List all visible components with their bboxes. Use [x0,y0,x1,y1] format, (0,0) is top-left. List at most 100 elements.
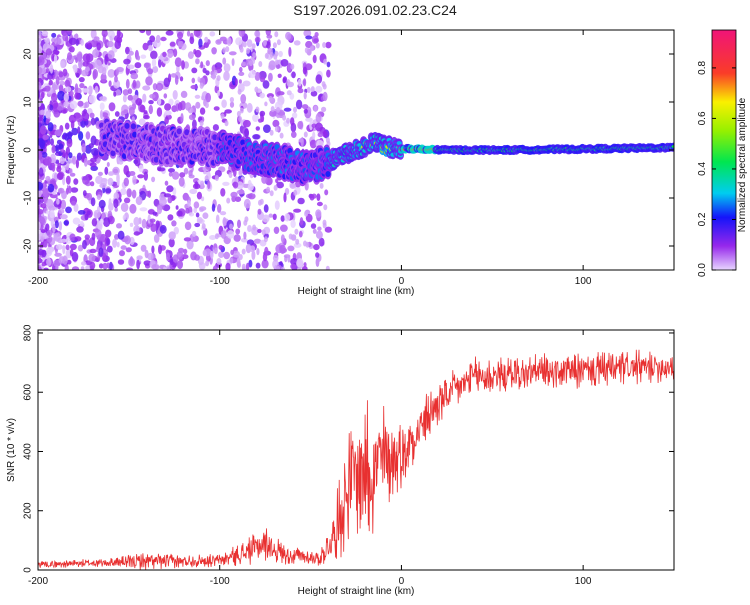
noise-blob [324,226,333,233]
noise-blob [125,46,130,55]
noise-blob [259,92,266,99]
noise-blob [49,209,55,219]
noise-blob [259,76,266,83]
noise-blob [68,37,77,45]
noise-blob [224,120,229,127]
noise-blob [151,245,155,254]
noise-blob [184,221,192,231]
noise-blob [219,211,227,216]
noise-blob [98,199,106,209]
noise-blob [265,30,271,36]
bottom-x-tick-label: 100 [575,576,592,587]
noise-blob [281,266,285,270]
noise-blob [59,157,65,165]
noise-blob [185,207,190,214]
noise-blob [88,253,96,262]
noise-blob [247,183,254,191]
noise-blob [240,94,247,104]
noise-blob [149,35,156,43]
noise-blob [45,223,50,232]
noise-blob [44,37,50,44]
noise-blob [168,231,176,240]
noise-blob [125,247,132,253]
noise-blob [190,84,199,90]
noise-blob [325,41,332,49]
noise-blob [63,101,69,108]
noise-blob [169,41,176,47]
noise-blob [137,174,145,179]
noise-blob [249,60,253,67]
noise-blob [76,53,83,62]
noise-blob [214,175,219,181]
noise-blob [63,220,69,226]
noise-blob [261,229,266,236]
noise-blob [89,162,97,168]
noise-blob [142,85,151,91]
noise-blob [287,255,291,263]
noise-blob [168,171,173,177]
noise-blob [264,52,269,59]
noise-blob [116,223,122,229]
noise-blob [142,93,147,103]
noise-blob [91,232,96,241]
noise-blob [68,185,72,194]
noise-blob [136,259,141,270]
noise-blob [170,73,177,78]
noise-blob [51,145,56,154]
noise-blob [106,245,113,253]
noise-blob [44,85,51,92]
noise-blob [214,247,218,255]
noise-blob [65,164,69,171]
noise-blob [140,244,147,252]
noise-blob [132,175,137,186]
noise-blob [94,59,102,70]
noise-blob [116,177,120,186]
noise-blob [229,97,234,103]
noise-blob [45,48,52,56]
noise-blob [180,90,188,98]
noise-blob [312,228,317,234]
noise-blob [226,37,232,46]
noise-blob [261,175,268,184]
noise-blob [180,113,184,123]
noise-blob [112,238,118,248]
noise-blob [80,39,84,46]
noise-blob [295,238,300,245]
noise-blob [102,262,108,270]
noise-blob [147,252,154,261]
noise-blob [238,71,245,76]
noise-blob [133,216,140,227]
noise-blob [252,134,260,140]
noise-blob [159,197,167,206]
noise-blob [71,266,80,270]
noise-blob [234,78,238,86]
noise-blob [264,246,269,256]
noise-blob [216,75,221,82]
noise-blob [38,249,44,256]
noise-blob [56,172,64,181]
noise-blob [254,36,261,43]
noise-blob [125,66,130,76]
noise-blob [309,139,317,149]
noise-blob [205,60,210,67]
noise-blob [243,198,251,209]
noise-blob [73,178,79,185]
noise-blob [55,244,63,250]
noise-blob [251,43,256,50]
noise-blob [99,109,104,120]
ridge-blob [110,150,116,157]
noise-blob [188,114,196,121]
noise-blob [54,220,59,229]
noise-blob [199,82,204,89]
noise-blob [291,131,297,139]
noise-blob [309,120,313,131]
noise-blob [69,168,73,175]
noise-blob [67,52,72,61]
noise-blob [81,111,90,122]
noise-blob [304,210,309,217]
noise-blob [199,120,204,127]
noise-blob [202,212,209,219]
noise-blob [167,49,174,59]
noise-blob [283,192,287,203]
